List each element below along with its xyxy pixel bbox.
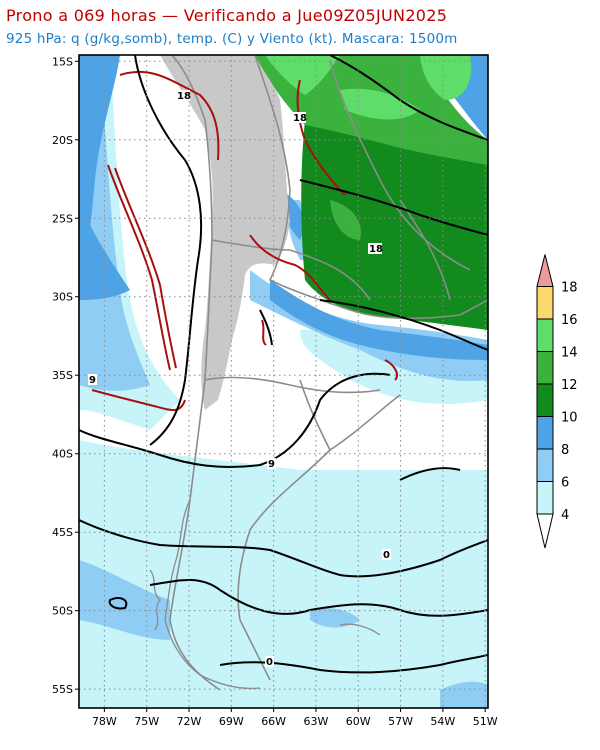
colorbar-level-label: 12 (561, 378, 578, 393)
lon-tick-label: 72W (177, 715, 202, 728)
lat-tick-label: 45S (52, 526, 73, 539)
contour-labels: 18 18 18 9 9 0 0 (88, 90, 391, 668)
colorbar-under-triangle (536, 513, 554, 549)
lon-tick-label: 69W (219, 715, 244, 728)
contour-label-18-north: 18 (177, 91, 191, 102)
topography-mask (160, 55, 290, 410)
colorbar-level-label: 16 (561, 313, 578, 328)
colorbar-level-label: 6 (561, 476, 569, 491)
contour-label-18-east: 18 (293, 113, 307, 124)
map-subtitle: 925 hPa: q (g/kg,somb), temp. (C) y Vien… (6, 31, 458, 47)
lon-tick-label: 66W (261, 715, 286, 728)
lat-tick-label: 50S (52, 605, 73, 618)
southern-coast (149, 499, 381, 690)
lat-tick-label: 55S (52, 683, 73, 696)
colorbar-level-label: 18 (561, 281, 578, 296)
humidity-fill-8-10 (79, 55, 488, 360)
lon-tick-label: 78W (92, 715, 117, 728)
colorbar-segment (536, 416, 554, 450)
coordinate-grid (79, 55, 488, 708)
plot-frame (78, 54, 489, 709)
map-title: Prono a 069 horas — Verificando a Jue09Z… (6, 6, 448, 25)
colorbar-level-label: 14 (561, 346, 578, 361)
humidity-fill-14-16 (265, 55, 472, 120)
colorbar-level-label: 8 (561, 443, 569, 458)
lon-tick-label: 57W (388, 715, 413, 728)
lon-tick-label: 51W (473, 715, 498, 728)
contour-label-0-east: 0 (383, 550, 390, 561)
colorbar-segment (536, 286, 554, 320)
contour-label-9-west: 9 (89, 375, 96, 386)
colorbar-segment (536, 481, 554, 515)
colorbar-level-label: 10 (561, 411, 578, 426)
colorbar-level-label: 4 (561, 508, 569, 523)
lat-tick-label: 20S (52, 134, 73, 147)
lat-tick-label: 40S (52, 448, 73, 461)
latitude-labels: 15S 20S 25S 30S 35S 40S 45S 50S 55S (52, 55, 79, 696)
lon-tick-label: 75W (134, 715, 159, 728)
lon-tick-label: 60W (346, 715, 371, 728)
colorbar-over-triangle (536, 254, 554, 287)
lat-tick-label: 35S (52, 369, 73, 382)
contour-label-9-center: 9 (268, 459, 275, 470)
lat-tick-label: 15S (52, 55, 73, 68)
temp-contours (79, 55, 488, 674)
map-plot-area (79, 55, 488, 708)
contour-label-18-south: 18 (369, 244, 383, 255)
lon-tick-label: 63W (304, 715, 329, 728)
lon-tick-label: 54W (430, 715, 455, 728)
lat-tick-label: 25S (52, 212, 73, 225)
colorbar-segment (536, 351, 554, 385)
lat-tick-label: 30S (52, 291, 73, 304)
colorbar: 4 6 8 10 12 14 16 18 (536, 254, 578, 549)
country-borders (169, 55, 488, 691)
colorbar-segment (536, 318, 554, 352)
contour-label-0-south: 0 (266, 657, 273, 668)
longitude-labels: 78W 75W 72W 69W 66W 63W 60W 57W 54W 51W (92, 708, 498, 728)
colorbar-segment (536, 448, 554, 482)
colorbar-segment (536, 383, 554, 417)
